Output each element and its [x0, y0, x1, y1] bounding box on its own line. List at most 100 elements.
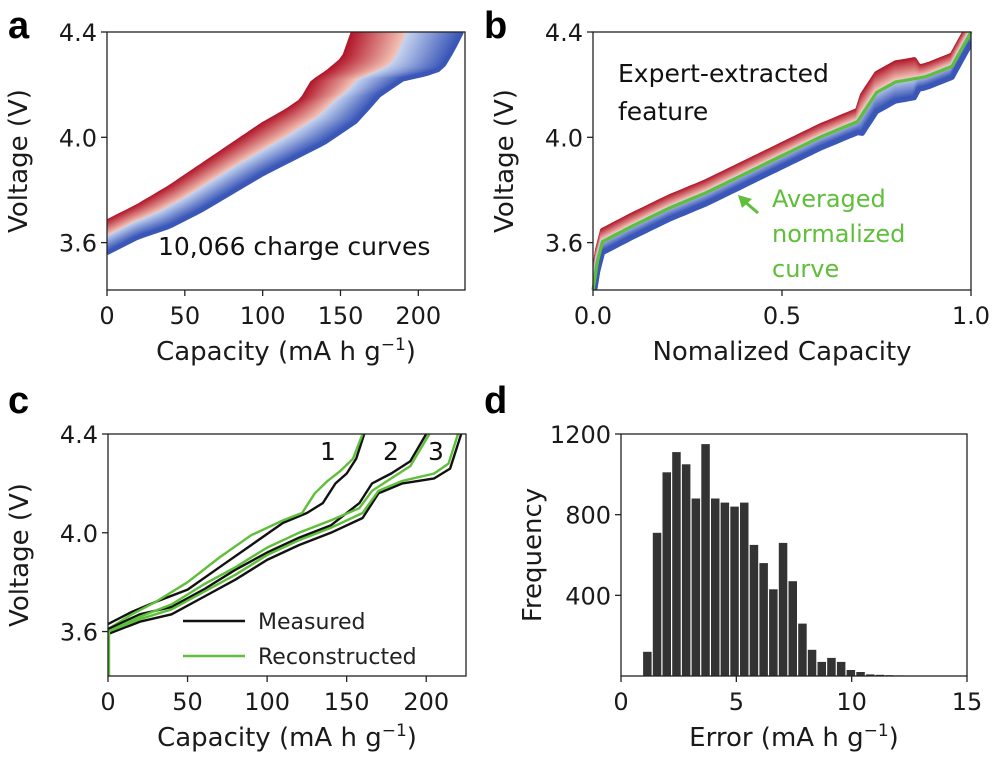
panel-d-frame — [620, 433, 968, 677]
histogram-bar — [827, 657, 836, 676]
panel-a-xlabel-close: ) — [406, 337, 416, 367]
panel-a-xlabel-sup: −1 — [381, 335, 406, 355]
histogram-bar — [807, 649, 817, 676]
averaged-normalized-curve — [591, 31, 973, 291]
histogram-bar — [672, 452, 681, 676]
panel-label-b: b — [484, 5, 507, 47]
panel-d-ytick-label: 800 — [565, 502, 611, 530]
panel-a-frame — [106, 31, 466, 291]
panel-a-annotation: 10,066 charge curves — [158, 232, 430, 261]
panel-c-reconstruction: 0 50 100 150 200 3.6 4.0 4.4 Voltage (V) Capacity… — [5, 421, 467, 753]
panel-c-xtick-label: 200 — [403, 688, 449, 716]
normalized-curve — [593, 41, 971, 290]
histogram-bar — [740, 502, 749, 676]
panel-d-ytick-label: 1200 — [550, 421, 611, 449]
histogram-bar — [711, 498, 720, 676]
panel-a-xlabel-text: Capacity (mA h g — [156, 337, 381, 367]
panel-d-xtick-label: 0 — [613, 688, 628, 716]
panel-c-xlabel-close: ) — [407, 723, 417, 753]
panel-d-xlabel-text: Error (mA h g — [689, 723, 863, 753]
histogram-bar — [691, 498, 701, 676]
panel-a-ytick-label: 4.4 — [59, 19, 97, 47]
charge-curve — [107, 32, 464, 255]
panel-b-ytick-label: 4.0 — [545, 124, 583, 152]
curve-number-label: 1 — [320, 437, 336, 466]
panel-d-error-histogram: 0 5 10 15 400 800 1200 Frequency Error (mA h g−1… — [518, 421, 982, 753]
panel-c-xlabel: Capacity (mA h g−1) — [157, 721, 417, 753]
panel-a-charge-curves: 0 50 100 150 200 3.6 4.0 4.4 Voltage (V) Capacity… — [4, 19, 466, 367]
panel-d-xtick-label: 5 — [729, 688, 744, 716]
panel-d-xlabel-sup: −1 — [864, 721, 889, 741]
histogram-bar — [798, 623, 807, 676]
panel-a-xtick-label: 150 — [318, 302, 364, 330]
panel-b-xlabel-text: Nomalized Capacity — [652, 337, 911, 367]
green-arrow-head — [738, 195, 752, 208]
panel-b-green-annotation-line: curve — [772, 255, 839, 283]
histogram-bar — [720, 502, 730, 676]
panel-c-lines — [108, 434, 463, 676]
legend-measured-label: Measured — [258, 610, 365, 635]
panel-d-xtick-label: 10 — [836, 688, 867, 716]
panel-b-xtick-label: 0.5 — [763, 302, 801, 330]
panel-d-ylabel: Frequency — [518, 488, 548, 622]
panel-c-xtick-label: 100 — [244, 688, 290, 716]
panel-b-annotation-line: feature — [618, 97, 708, 126]
histogram-bar — [730, 506, 739, 676]
panel-c-ytick-label: 4.4 — [60, 421, 98, 449]
panel-d-xlabel: Error (mA h g−1) — [689, 721, 899, 753]
panel-a-xtick-label: 0 — [99, 302, 114, 330]
panel-c-ytick-label: 4.0 — [60, 520, 98, 548]
curve-number-label: 3 — [428, 437, 444, 466]
histogram-bar — [769, 589, 778, 676]
reconstructed-curve — [108, 434, 460, 633]
measured-curve — [108, 434, 463, 636]
histogram-bar — [701, 444, 710, 676]
panel-b-green-annotation-line: Averaged — [772, 185, 886, 213]
panel-b-ylabel: Voltage (V) — [490, 89, 520, 233]
panel-b-xtick-label: 0.0 — [574, 302, 612, 330]
panel-c-ytick-label: 3.6 — [60, 619, 98, 647]
histogram-bar — [788, 581, 797, 676]
histogram-bar — [856, 672, 865, 676]
panel-c-xlabel-text: Capacity (mA h g — [157, 723, 382, 753]
panel-a-ytick-label: 4.0 — [59, 124, 97, 152]
curve-number-label: 2 — [383, 437, 399, 466]
histogram-bar — [866, 674, 875, 676]
panel-label-c: c — [8, 380, 29, 422]
panel-a-ytick-label: 3.6 — [59, 230, 97, 258]
histogram-bar — [759, 563, 768, 676]
histogram-bar — [817, 661, 826, 676]
panel-c-xlabel-sup: −1 — [382, 721, 407, 741]
panel-b-ytick-label: 4.4 — [545, 19, 583, 47]
panel-c-xtick-label: 0 — [100, 688, 115, 716]
histogram-bar — [846, 670, 856, 676]
panel-d-xtick-label: 15 — [952, 688, 983, 716]
panel-b-xlabel: Nomalized Capacity — [652, 337, 911, 367]
panel-label-d: d — [484, 380, 507, 422]
panel-label-a: a — [8, 5, 30, 47]
panel-b-green-annotation-line: normalized — [772, 220, 905, 248]
panel-a-xtick-label: 200 — [395, 302, 441, 330]
histogram-bar — [681, 464, 691, 677]
panel-a-xtick-label: 100 — [240, 302, 286, 330]
panel-c-xtick-label: 150 — [324, 688, 370, 716]
reconstructed-curve — [108, 434, 364, 631]
panel-b-ytick-label: 3.6 — [545, 230, 583, 258]
panel-a-xlabel: Capacity (mA h g−1) — [156, 335, 416, 367]
panel-c-ylabel: Voltage (V) — [5, 483, 35, 627]
panel-b-annotation-line: Expert-extracted — [618, 59, 829, 88]
histogram-bar — [749, 544, 759, 676]
panel-a-curve-band — [107, 32, 464, 255]
panel-c-xtick-label: 50 — [172, 688, 203, 716]
panel-a-xtick-label: 50 — [170, 302, 201, 330]
histogram-bar — [662, 472, 671, 676]
legend-reconstructed-label: Reconstructed — [258, 645, 417, 670]
histogram-bar — [643, 651, 652, 676]
panel-c-frame — [107, 433, 467, 677]
panel-b-xtick-label: 1.0 — [952, 302, 990, 330]
panel-d-xlabel-close: ) — [889, 723, 899, 753]
panel-a-ylabel: Voltage (V) — [4, 89, 34, 233]
histogram-bar — [652, 532, 662, 676]
reconstructed-curve — [108, 434, 431, 633]
